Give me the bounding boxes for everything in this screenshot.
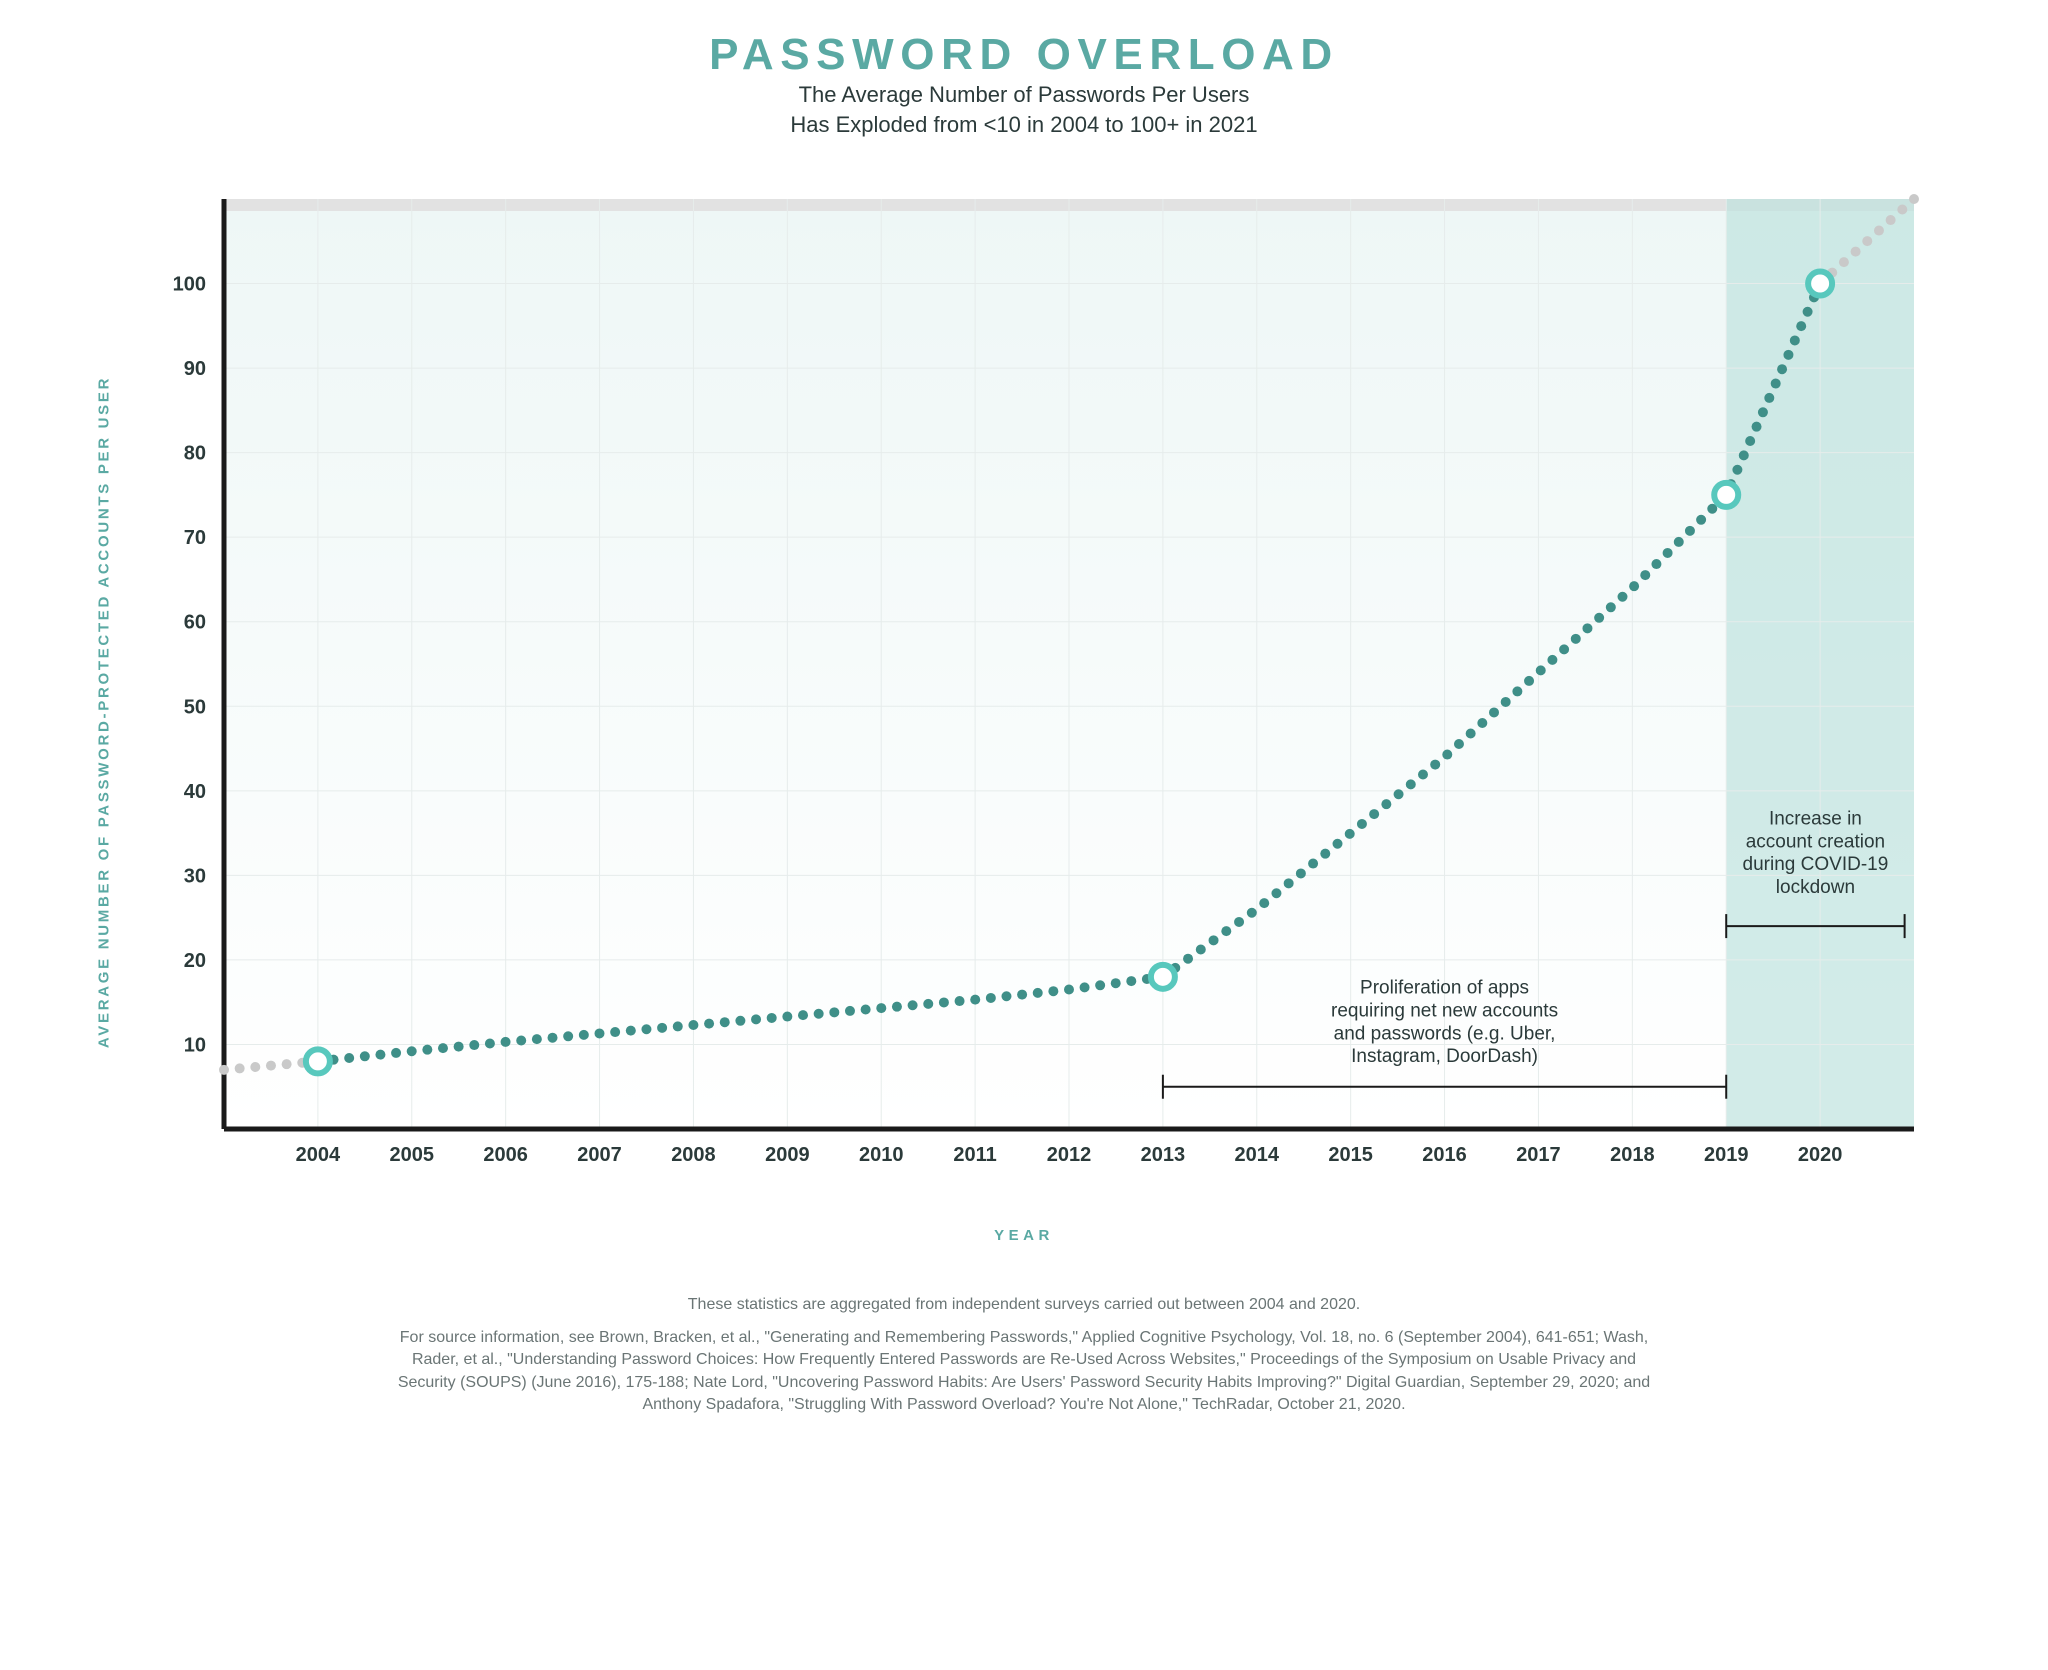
x-axis-label: YEAR [114, 1227, 1934, 1244]
subtitle-line-2: Has Exploded from <10 in 2004 to 100+ in… [60, 110, 1988, 140]
svg-text:2012: 2012 [1047, 1144, 1092, 1166]
svg-text:60: 60 [184, 612, 206, 634]
svg-text:Instagram, DoorDash): Instagram, DoorDash) [1351, 1047, 1538, 1068]
svg-text:2006: 2006 [483, 1144, 527, 1166]
svg-text:80: 80 [184, 443, 206, 465]
svg-text:2015: 2015 [1328, 1144, 1373, 1166]
svg-text:90: 90 [184, 358, 206, 380]
svg-text:10: 10 [184, 1035, 206, 1057]
svg-text:Increase in: Increase in [1769, 809, 1862, 830]
svg-text:during COVID-19: during COVID-19 [1743, 855, 1889, 876]
footnote: These statistics are aggregated from ind… [384, 1294, 1664, 1416]
svg-text:2011: 2011 [953, 1144, 996, 1166]
svg-text:2004: 2004 [296, 1144, 341, 1166]
y-axis-label: AVERAGE NUMBER OF PASSWORD-PROTECTED ACC… [96, 376, 113, 1048]
footnote-line: These statistics are aggregated from ind… [384, 1294, 1664, 1316]
svg-text:2020: 2020 [1798, 1144, 1843, 1166]
svg-text:40: 40 [184, 781, 206, 803]
svg-text:2010: 2010 [859, 1144, 904, 1166]
svg-text:2013: 2013 [1141, 1144, 1186, 1166]
svg-text:2017: 2017 [1516, 1144, 1561, 1166]
chart-subtitle: The Average Number of Passwords Per User… [60, 80, 1988, 139]
subtitle-line-1: The Average Number of Passwords Per User… [60, 80, 1988, 110]
footnote-line: For source information, see Brown, Brack… [384, 1327, 1664, 1417]
svg-text:30: 30 [184, 866, 206, 888]
svg-text:2018: 2018 [1610, 1144, 1655, 1166]
svg-text:70: 70 [184, 528, 206, 550]
svg-text:lockdown: lockdown [1776, 877, 1855, 898]
chart-svg: 10 20 30 40 50 60 70 80 90 100 2004 2005 2006 2007 200… [114, 179, 1934, 1199]
svg-text:50: 50 [184, 697, 206, 719]
svg-text:20: 20 [184, 950, 206, 972]
svg-text:account creation: account creation [1746, 832, 1885, 853]
svg-text:2016: 2016 [1422, 1144, 1467, 1166]
svg-text:2014: 2014 [1235, 1144, 1280, 1166]
chart-title: PASSWORD OVERLOAD [60, 30, 1988, 80]
svg-text:2019: 2019 [1704, 1144, 1749, 1166]
svg-text:2005: 2005 [390, 1144, 435, 1166]
svg-text:requiring net new accounts: requiring net new accounts [1331, 1001, 1558, 1022]
svg-text:Proliferation of apps: Proliferation of apps [1360, 978, 1529, 999]
svg-text:and passwords (e.g. Uber,: and passwords (e.g. Uber, [1334, 1024, 1556, 1045]
svg-text:100: 100 [173, 274, 206, 296]
svg-text:2008: 2008 [671, 1144, 716, 1166]
chart-area: AVERAGE NUMBER OF PASSWORD-PROTECTED ACC… [114, 179, 1934, 1244]
svg-text:2007: 2007 [577, 1144, 622, 1166]
svg-text:2009: 2009 [765, 1144, 810, 1166]
